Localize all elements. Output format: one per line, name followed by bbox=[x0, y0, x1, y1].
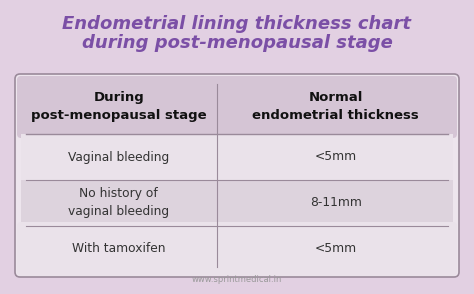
Text: No history of
vaginal bleeding: No history of vaginal bleeding bbox=[68, 188, 169, 218]
Text: Vaginal bleeding: Vaginal bleeding bbox=[68, 151, 169, 163]
Text: during post-menopausal stage: during post-menopausal stage bbox=[82, 34, 392, 52]
Bar bbox=[21, 134, 453, 180]
Text: <5mm: <5mm bbox=[315, 151, 357, 163]
Bar bbox=[21, 180, 453, 226]
Text: Normal
endometrial thickness: Normal endometrial thickness bbox=[252, 91, 419, 122]
Text: Endometrial lining thickness chart: Endometrial lining thickness chart bbox=[63, 15, 411, 33]
Text: <5mm: <5mm bbox=[315, 243, 357, 255]
FancyBboxPatch shape bbox=[15, 74, 459, 277]
Text: With tamoxifen: With tamoxifen bbox=[72, 243, 165, 255]
Text: www.sprintmedical.in: www.sprintmedical.in bbox=[192, 275, 282, 284]
Text: During
post-menopausal stage: During post-menopausal stage bbox=[31, 91, 207, 122]
Bar bbox=[21, 109, 453, 134]
Bar bbox=[21, 226, 453, 254]
FancyBboxPatch shape bbox=[17, 76, 457, 138]
FancyBboxPatch shape bbox=[17, 222, 457, 276]
Text: 8-11mm: 8-11mm bbox=[310, 196, 362, 210]
